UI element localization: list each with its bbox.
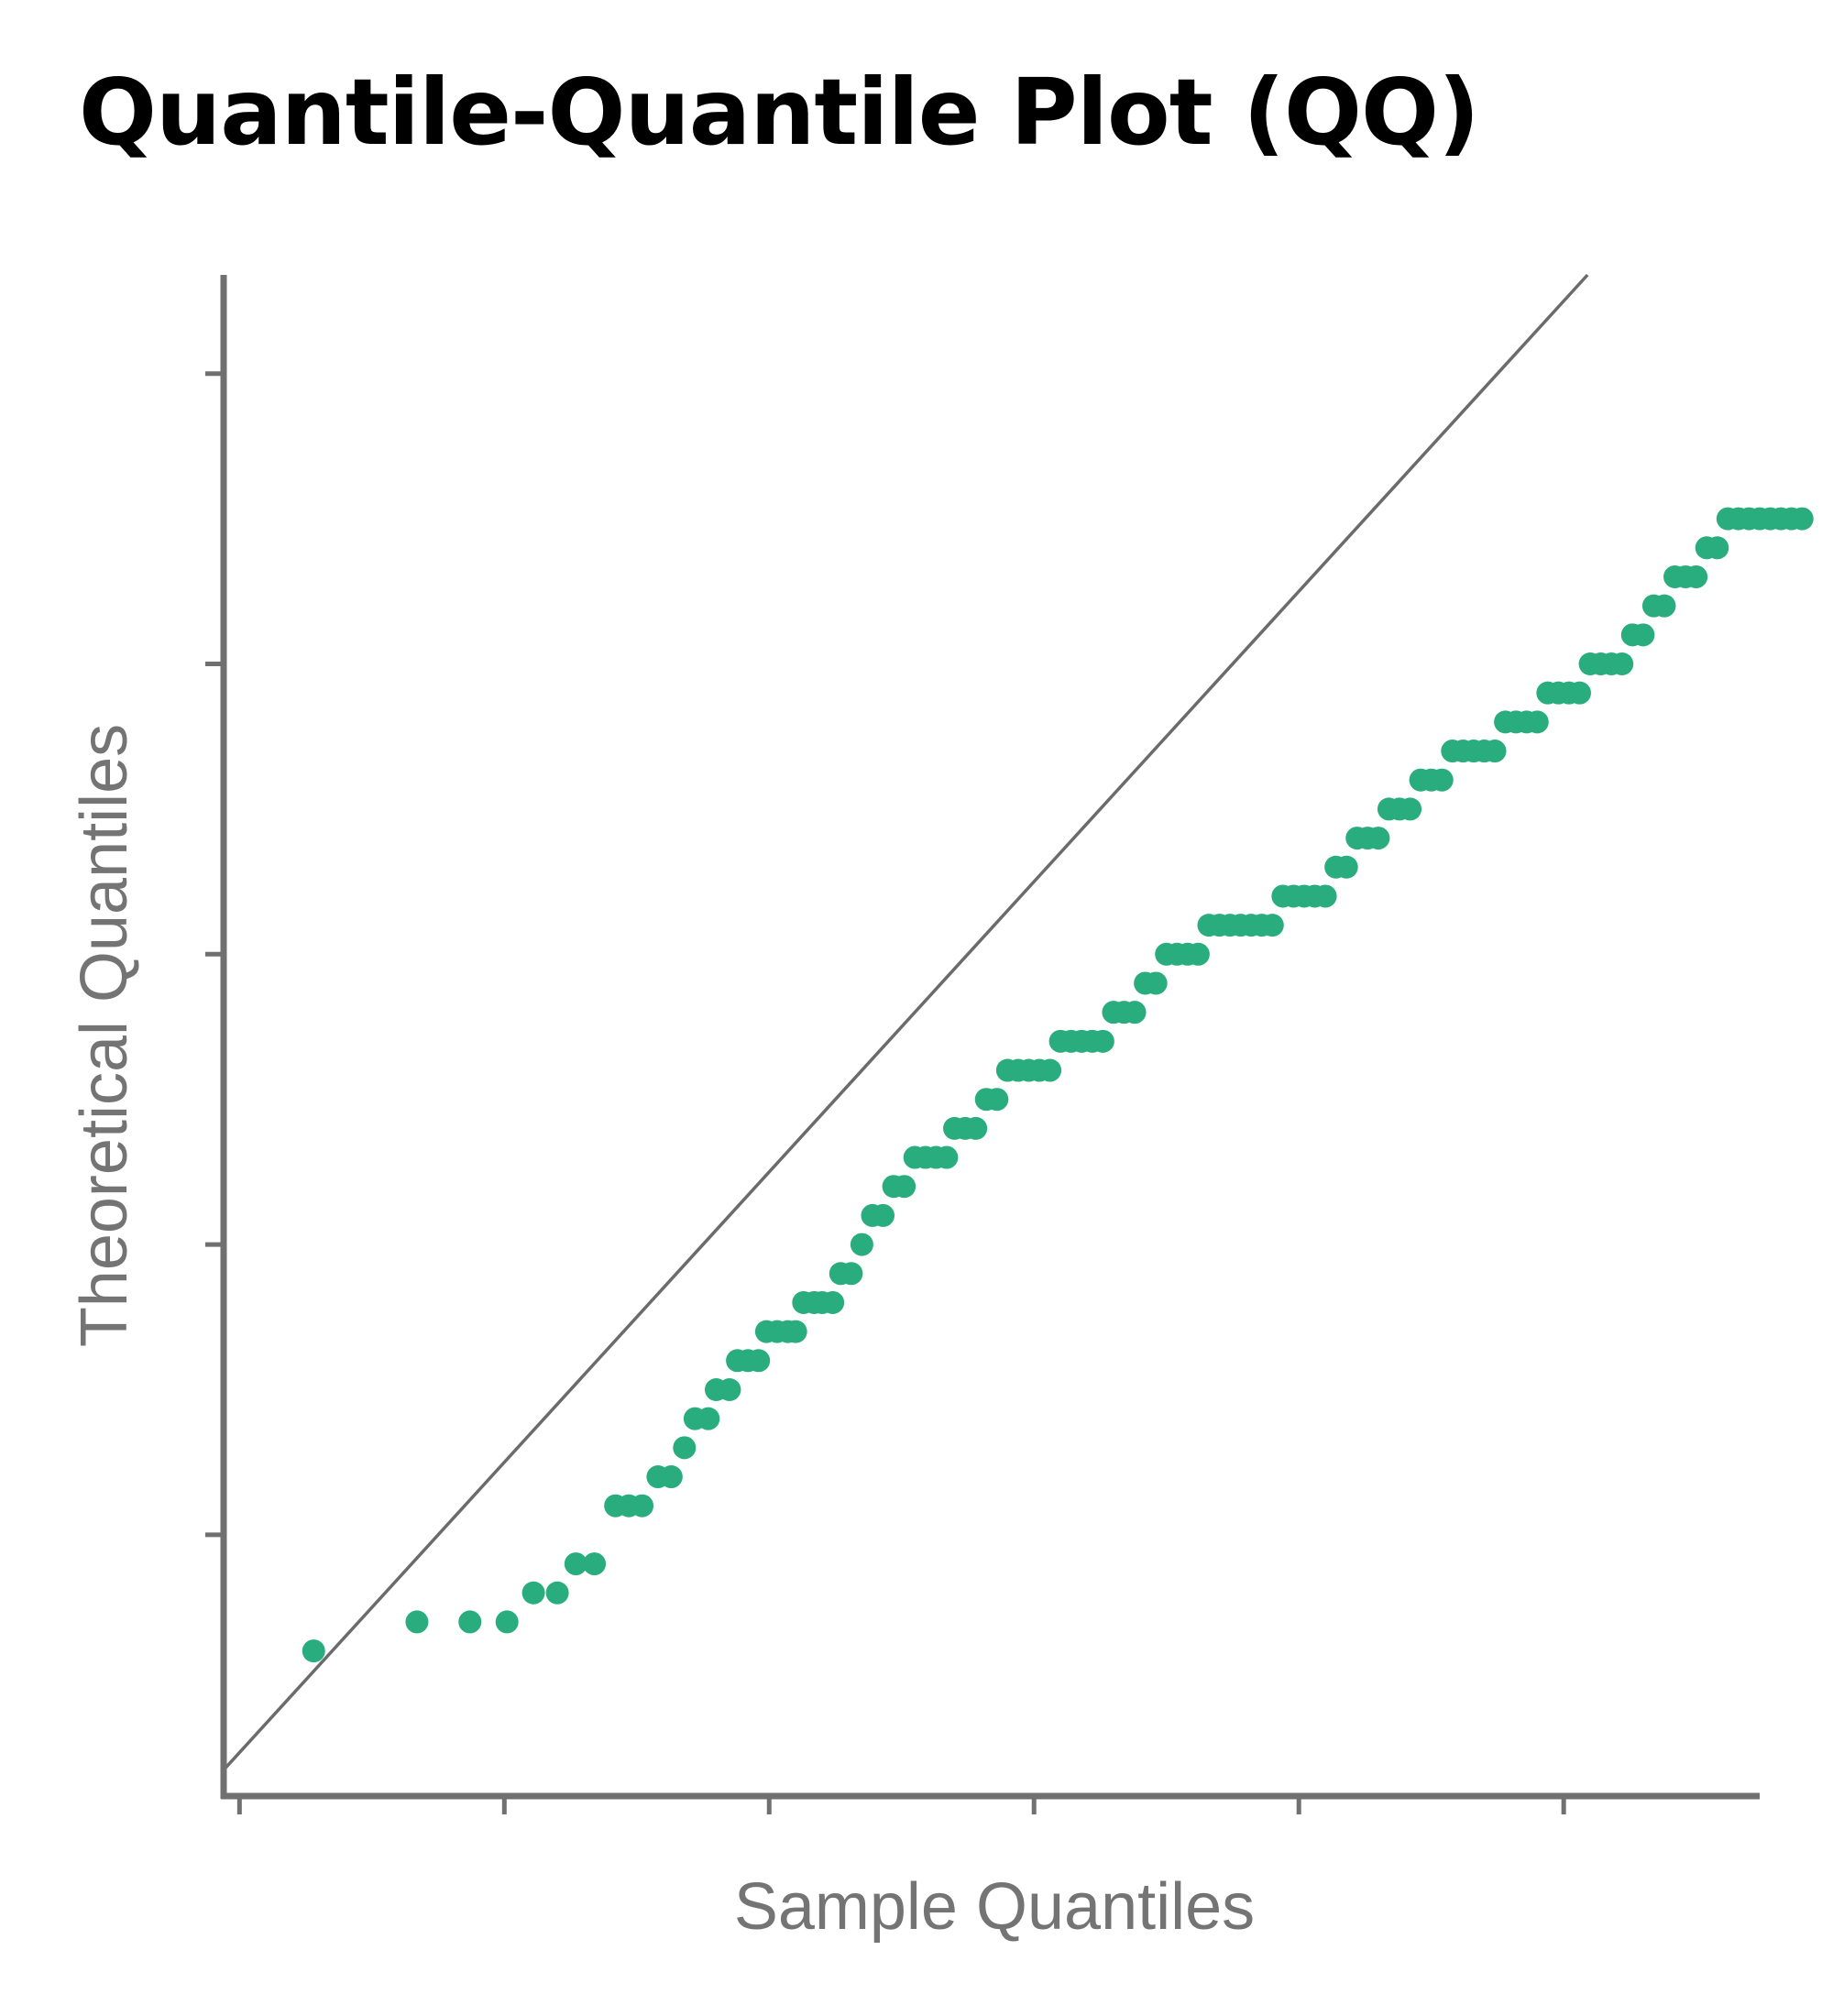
data-point (1706, 536, 1729, 560)
data-point (985, 1088, 1009, 1112)
data-point (405, 1610, 429, 1634)
data-point (521, 1581, 545, 1605)
data-point (1399, 797, 1422, 821)
data-point (458, 1610, 482, 1634)
data-point (495, 1610, 519, 1634)
data-point (545, 1581, 569, 1605)
data-point (821, 1290, 845, 1314)
reference-line (222, 273, 1589, 1771)
data-point (1123, 1001, 1147, 1024)
data-point (697, 1407, 720, 1430)
axes-layer (205, 275, 1760, 1814)
chart-title: Quantile-Quantile Plot (QQ) (79, 59, 1480, 166)
data-point (1144, 971, 1168, 995)
data-point (1367, 827, 1390, 850)
data-point (631, 1494, 654, 1517)
data-point (1038, 1058, 1062, 1082)
data-point (935, 1145, 959, 1169)
x-axis-label: Sample Quantiles (734, 1870, 1255, 1944)
data-point (893, 1175, 916, 1199)
data-point (659, 1465, 683, 1489)
data-point (564, 1552, 587, 1576)
data-point (872, 1203, 895, 1227)
points-layer (302, 507, 1814, 1663)
data-point (1430, 768, 1454, 792)
data-point (1525, 710, 1549, 734)
data-point (1483, 740, 1507, 763)
data-point (1260, 914, 1284, 937)
data-point (840, 1262, 863, 1286)
data-point (1334, 855, 1358, 879)
data-point (1610, 652, 1634, 676)
reference-line-layer (222, 273, 1589, 1771)
data-point (747, 1349, 771, 1373)
data-point (1568, 681, 1592, 705)
data-point (1091, 1029, 1114, 1053)
y-axis-label: Theoretical Quantiles (68, 724, 141, 1347)
data-point (673, 1436, 697, 1460)
data-point (302, 1639, 325, 1663)
data-point (1685, 564, 1708, 588)
data-point (1631, 623, 1655, 647)
data-point (1186, 942, 1210, 966)
data-point (718, 1377, 741, 1401)
data-point (964, 1116, 988, 1140)
data-point (1790, 507, 1814, 531)
data-point (1652, 594, 1676, 618)
data-point (583, 1552, 607, 1576)
data-point (784, 1320, 807, 1343)
data-point (1313, 884, 1337, 908)
data-point (850, 1233, 873, 1256)
